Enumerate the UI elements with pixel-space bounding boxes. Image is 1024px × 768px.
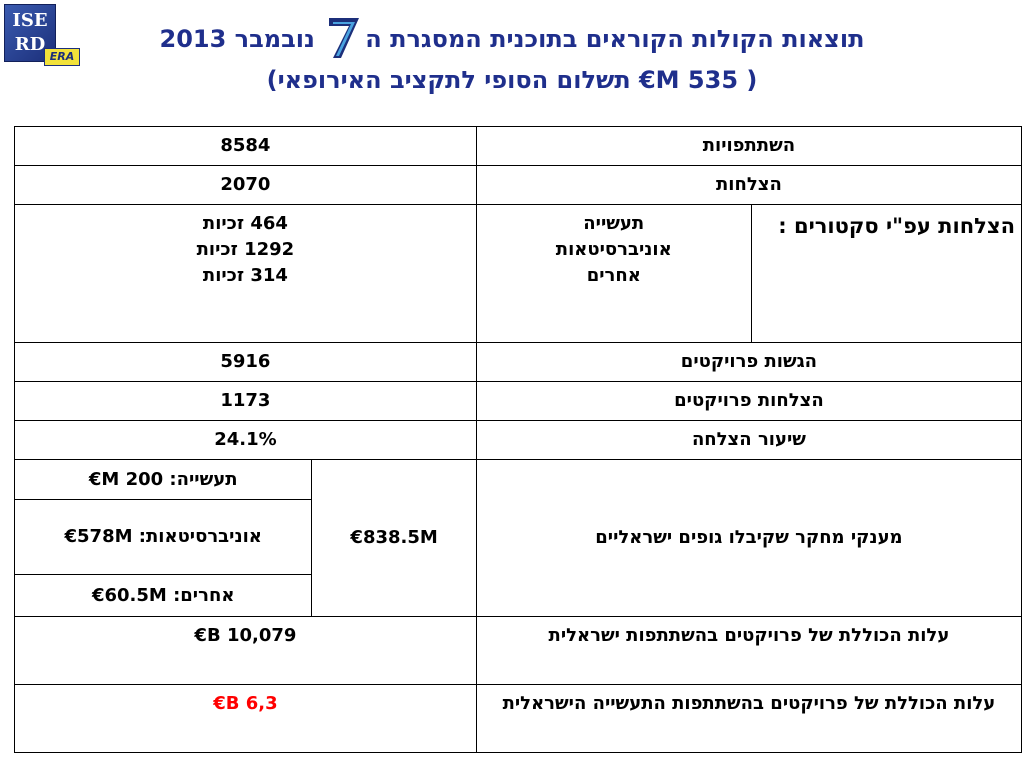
logo-box: ISE RD [4,4,56,62]
sector-value: 314 זכיות [202,265,288,286]
successes-value: 2070 [14,165,477,205]
project-successes-value: 1173 [14,381,477,421]
table-row: הצלחות פרויקטים 1173 [14,381,1023,421]
grant-breakdown-item: תעשייה: 200 M€ [13,459,313,500]
sector-value: 1292 זכיות [196,239,295,260]
participations-label: השתתפויות [475,126,1023,166]
table-row: שיעור הצלחה 24.1% [14,420,1023,460]
success-rate-value: 24.1% [14,420,477,460]
successes-label: הצלחות [475,165,1023,205]
table-row: עלות הכוללת של פרויקטים בהשתתפות ישראלית… [14,616,1023,685]
table-row: הצלחות 2070 [14,165,1023,205]
grants-total: 838.5M€ [311,459,477,617]
grants-label: מענקי מחקר שקיבלו גופים ישראליים [475,459,1023,617]
table-row: עלות הכוללת של פרויקטים בהשתתפות התעשייה… [14,684,1023,753]
page-subtitle: ( 535 M€ תשלום הסופי לתקציב האירופאי) [266,66,758,94]
logo-line2: RD [14,34,46,55]
project-successes-label: הצלחות פרויקטים [475,381,1023,421]
logo-era-badge: ERA [44,48,80,66]
table-row: השתתפויות 8584 [14,126,1023,166]
submissions-label: הגשות פרויקטים [475,342,1023,382]
table-row: הגשות פרויקטים 5916 [14,342,1023,382]
table-row: מענקי מחקר שקיבלו גופים ישראליים 838.5M€… [13,459,1023,617]
results-table: השתתפויות 8584 הצלחות 2070 הצלחות עפ"י ס… [13,126,1023,753]
sectors-label: הצלחות עפ"י סקטורים : [750,204,1023,343]
grant-breakdown-item: אוניברסיטאות: 578M€ [13,499,313,575]
title-part1: תוצאות הקולות הקוראים בתוכנית המסגרת ה [365,25,865,53]
sector-value: 464 זכיות [202,213,288,234]
fp7-logo [327,14,361,66]
table-row: אוניברסיטאות: 578M€ [13,499,1022,575]
sector-name: אוניברסיטאות [555,239,672,260]
sectors-values: 464 זכיות 1292 זכיות 314 זכיות [14,204,477,343]
submissions-value: 5916 [14,342,477,382]
grant-breakdown-item: אחרים: 60.5M€ [13,574,313,617]
page-title: תוצאות הקולות הקוראים בתוכנית המסגרת ה נ… [0,14,1024,66]
sectors-names: תעשייה אוניברסיטאות אחרים [475,204,752,343]
total-cost-label: עלות הכוללת של פרויקטים בהשתתפות ישראלית [475,616,1023,685]
success-rate-label: שיעור הצלחה [475,420,1023,460]
industry-cost-label: עלות הכוללת של פרויקטים בהשתתפות התעשייה… [475,684,1023,753]
sector-name: תעשייה [583,213,645,234]
sector-name: אחרים [586,265,641,286]
table-row: אחרים: 60.5M€ [13,574,1022,617]
participations-value: 8584 [14,126,477,166]
title-part2: נובמבר 2013 [159,25,324,53]
logo-line1: ISE [12,10,48,31]
total-cost-value: 10,079 B€ [14,616,477,685]
table-row: הצלחות עפ"י סקטורים : תעשייה אוניברסיטאו… [14,204,1023,343]
industry-cost-value: 6,3 B€ [14,684,477,753]
isr-era-logo: ISE RD ERA [4,4,80,66]
